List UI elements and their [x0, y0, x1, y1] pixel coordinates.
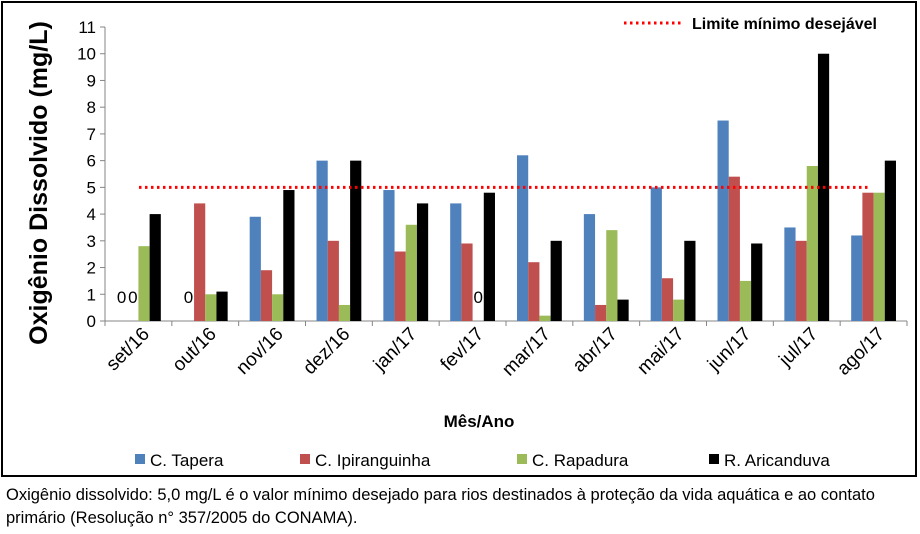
bar [806, 165, 818, 321]
legend-label: R. Aricanduva [724, 451, 830, 470]
bar [350, 160, 362, 321]
data-label: 0 [117, 288, 126, 307]
y-tick-label: 7 [87, 125, 96, 144]
bar [528, 262, 540, 321]
x-tick-label: fev/17 [437, 324, 488, 375]
x-tick-label: jan/17 [369, 324, 421, 376]
bar [517, 155, 529, 321]
legend-label: C. Rapadura [532, 451, 629, 470]
bar [595, 304, 607, 321]
bar [394, 251, 406, 321]
x-tick-label: abr/17 [569, 324, 622, 377]
bar [338, 304, 351, 321]
bar [784, 227, 796, 321]
data-label: 0 [473, 288, 482, 307]
bar [751, 243, 763, 321]
bar [728, 176, 740, 321]
x-tick-label: jun/17 [703, 324, 755, 376]
x-tick-label: nov/16 [232, 324, 287, 379]
bar [795, 240, 807, 321]
bar [260, 270, 273, 321]
bar [650, 187, 662, 321]
y-tick-label: 2 [87, 259, 96, 278]
x-axis-title: Mês/Ano [444, 412, 515, 431]
reference-legend-label: Limite mínimo desejável [692, 16, 877, 33]
y-tick-label: 3 [87, 232, 96, 251]
x-tick-label: dez/16 [299, 324, 354, 379]
x-tick-label: ago/17 [833, 324, 889, 380]
y-axis-title: Oxigênio Dissolvido (mg/L) [25, 21, 53, 345]
figure-caption: Oxigênio dissolvido: 5,0 mg/L é o valor … [6, 486, 875, 527]
bar [684, 240, 696, 321]
bar [661, 278, 674, 321]
legend-label: C. Ipiranguinha [315, 451, 431, 470]
legend-swatch [135, 454, 145, 464]
bar [617, 299, 629, 321]
bar [149, 214, 161, 321]
bar [249, 216, 261, 321]
x-tick-label: mai/17 [633, 324, 688, 379]
bar [717, 120, 729, 321]
bar [851, 235, 863, 321]
bar [884, 160, 896, 321]
y-tick-label: 10 [77, 45, 96, 64]
bar [539, 315, 551, 321]
bar [272, 294, 284, 321]
bar [327, 240, 339, 321]
x-tick-label: mar/17 [498, 324, 555, 381]
bar [194, 203, 206, 321]
y-tick-label: 5 [87, 178, 96, 197]
bar [583, 214, 596, 321]
bar [205, 294, 217, 321]
y-tick-label: 4 [87, 205, 96, 224]
bar [873, 192, 885, 321]
bar [383, 190, 395, 321]
data-label: 0 [128, 288, 137, 307]
bar [316, 160, 328, 321]
bar [862, 192, 874, 321]
y-tick-label: 6 [87, 152, 96, 171]
bar [416, 203, 429, 321]
chart-frame: Limite mínimo desejável 0 1 2 3 4 5 6 7 8 9 10 11 0 0… [1, 1, 917, 477]
y-tick-label: 1 [87, 285, 96, 304]
axes [100, 26, 908, 326]
legend-swatch [709, 454, 719, 464]
bar [673, 299, 685, 321]
bar [739, 280, 752, 321]
x-tick-label: set/16 [102, 324, 153, 375]
x-tick-label: out/16 [169, 324, 221, 376]
y-tick-label: 8 [87, 98, 96, 117]
bar [461, 243, 473, 321]
bar [550, 240, 562, 321]
bar [450, 203, 462, 321]
bar [483, 192, 495, 321]
legend-swatch [517, 454, 527, 464]
legend: C. Tapera C. Ipiranguinha C. Rapadura R. Ar… [135, 451, 830, 470]
data-label: 0 [184, 288, 193, 307]
y-tick-label: 9 [87, 71, 96, 90]
reference-line-group: Limite mínimo desejável [139, 16, 877, 189]
bar [283, 190, 295, 321]
y-tick-label: 0 [87, 312, 96, 331]
legend-swatch [300, 454, 310, 464]
bar [138, 246, 150, 321]
bar [216, 291, 228, 321]
bar [405, 224, 417, 321]
bar [606, 230, 618, 321]
y-tick-label: 11 [78, 18, 96, 37]
legend-label: C. Tapera [150, 451, 224, 470]
x-tick-label: jul/17 [775, 324, 823, 372]
